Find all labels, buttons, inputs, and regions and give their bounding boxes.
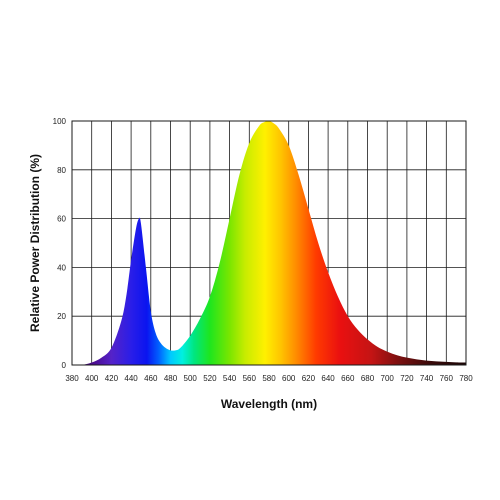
x-tick-label: 660 [341, 374, 355, 383]
y-tick-label: 20 [57, 312, 66, 321]
x-tick-label: 640 [321, 374, 335, 383]
x-tick-label: 420 [105, 374, 119, 383]
x-tick-label: 440 [124, 374, 138, 383]
x-tick-label: 520 [203, 374, 217, 383]
spectrum-area [72, 120, 466, 365]
x-tick-label: 480 [164, 374, 178, 383]
x-tick-label: 460 [144, 374, 158, 383]
x-tick-label: 580 [262, 374, 276, 383]
x-tick-label: 680 [361, 374, 375, 383]
x-tick-label: 540 [223, 374, 237, 383]
y-tick-label: 40 [57, 263, 66, 272]
x-tick-label: 500 [184, 374, 198, 383]
x-axis-title: Wavelength (nm) [221, 397, 317, 411]
x-axis-ticks: 380 400 420 440 460 480 500 520 540 560 580 600 620 6… [65, 374, 473, 383]
y-axis-title: Relative Power Distribution (%) [28, 154, 42, 332]
x-tick-label: 740 [420, 374, 434, 383]
x-tick-label: 400 [85, 374, 99, 383]
y-tick-label: 60 [57, 215, 66, 224]
plot-frame [71, 120, 467, 366]
x-tick-label: 780 [459, 374, 473, 383]
x-tick-label: 380 [65, 374, 79, 383]
y-axis-ticks: 0 20 40 60 80 100 [53, 117, 67, 370]
x-tick-label: 700 [381, 374, 395, 383]
x-tick-label: 760 [440, 374, 454, 383]
x-tick-label: 720 [400, 374, 414, 383]
x-tick-label: 600 [282, 374, 296, 383]
y-tick-label: 0 [62, 361, 67, 370]
x-tick-label: 560 [243, 374, 257, 383]
x-tick-label: 620 [302, 374, 316, 383]
y-tick-label: 100 [53, 117, 67, 126]
y-tick-label: 80 [57, 166, 66, 175]
